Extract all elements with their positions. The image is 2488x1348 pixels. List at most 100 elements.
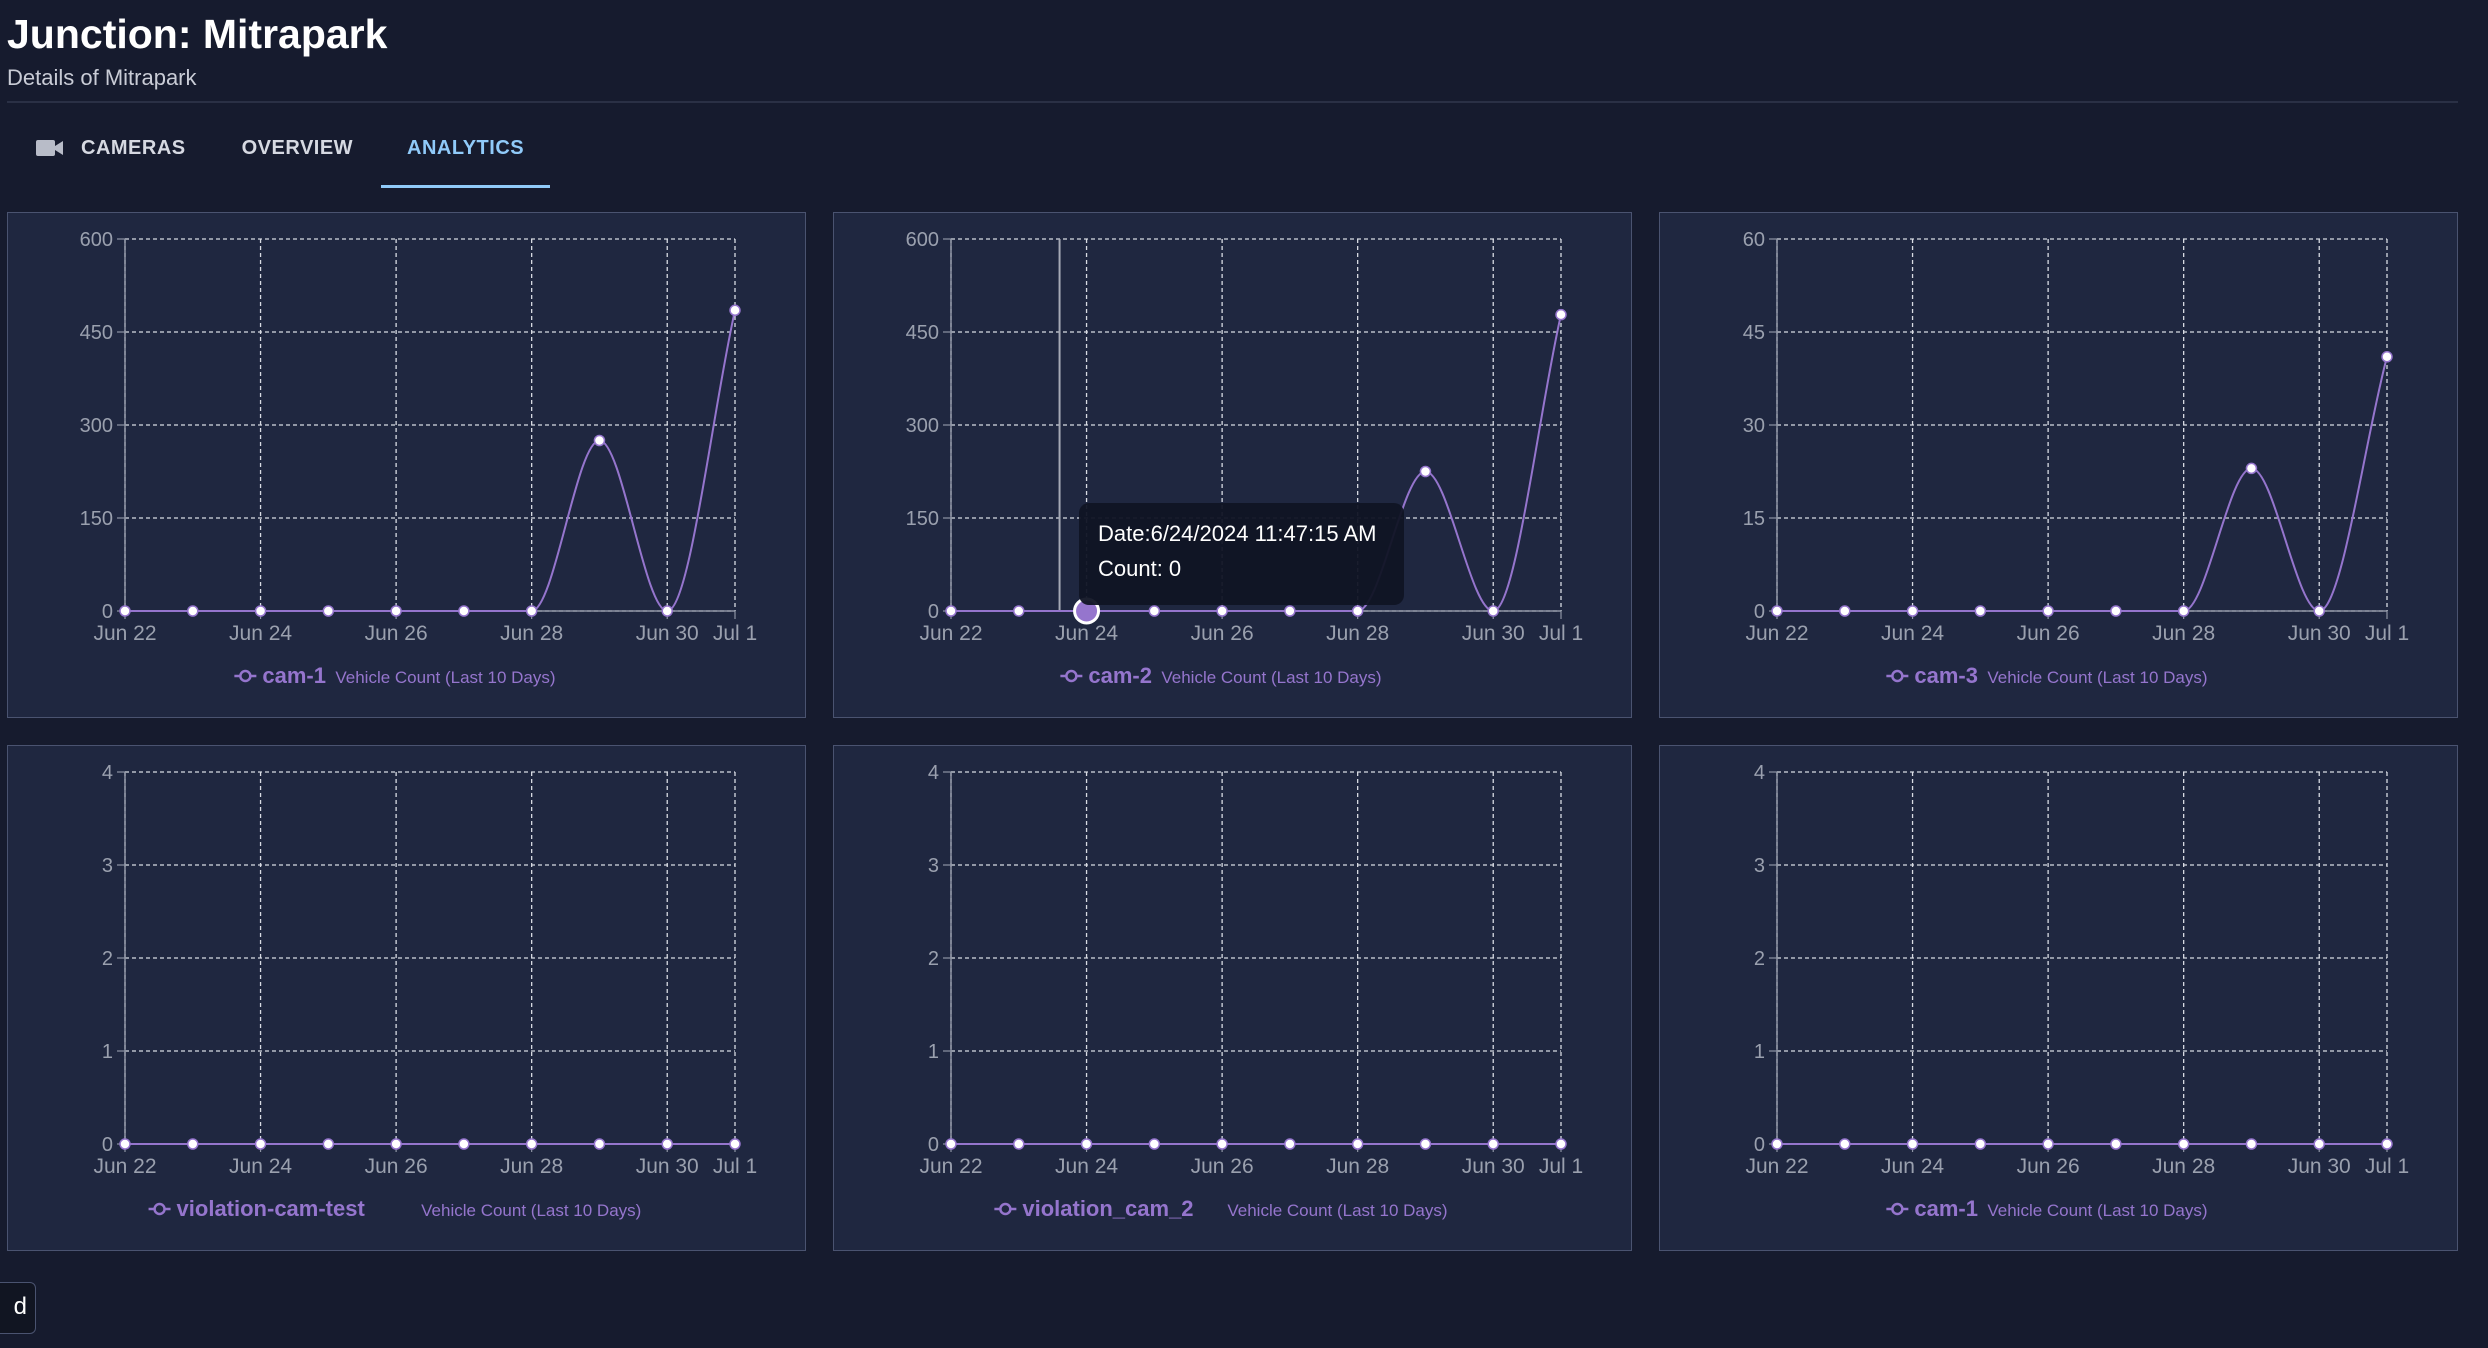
y-tick-label: 450	[906, 322, 939, 344]
videocam-icon	[35, 136, 65, 160]
line-chart[interactable]: 0 1 2 3 4 Jun 22 Jun 24 Jun 26 Jun 28 Jun 30 Jul 1…	[834, 746, 1630, 1249]
data-point[interactable]	[661, 1138, 673, 1150]
data-point[interactable]	[1555, 1138, 1567, 1150]
chart-legend[interactable]: violation_cam_2 Vehicle Count (Last 10 Da…	[994, 1196, 1448, 1221]
data-point[interactable]	[2381, 351, 2393, 363]
y-tick-label: 300	[80, 415, 113, 437]
data-point[interactable]	[1974, 1138, 1987, 1150]
data-point[interactable]	[2042, 1138, 2054, 1150]
data-point[interactable]	[2381, 1138, 2393, 1150]
data-point[interactable]	[458, 1138, 470, 1150]
data-point[interactable]	[1351, 1138, 1364, 1150]
data-point[interactable]	[1487, 605, 1499, 617]
tab-cameras[interactable]: CAMERAS	[7, 108, 214, 188]
legend-point-marker	[1891, 1202, 1904, 1216]
chart-legend[interactable]: violation-cam-test Vehicle Count (Last 10…	[148, 1196, 642, 1221]
chart-legend[interactable]: cam-2 Vehicle Count (Last 10 Days)	[1060, 663, 1382, 688]
data-point[interactable]	[322, 605, 335, 617]
chart-card: 0 1 2 3 4 Jun 22 Jun 24 Jun 26 Jun 28 Jun 30 Jul 1…	[7, 745, 806, 1251]
x-tick-label: Jul 1	[713, 1155, 757, 1178]
data-point[interactable]	[1284, 1138, 1296, 1150]
data-point[interactable]	[2245, 462, 2258, 475]
data-point[interactable]	[1974, 605, 1987, 617]
line-chart[interactable]: 0 1 2 3 4 Jun 22 Jun 24 Jun 26 Jun 28 Jun 30 Jul 1…	[1660, 746, 2456, 1249]
data-point[interactable]	[729, 304, 741, 317]
data-point[interactable]	[254, 1138, 267, 1150]
line-chart[interactable]: 0 15 30 45 60 Jun 22 Jun 24 Jun 26 Jun 28 Jun 30 J…	[1660, 213, 2456, 716]
x-tick-label: Jun 22	[919, 622, 982, 645]
tab-bar: CAMERAS OVERVIEW ANALYTICS	[7, 108, 551, 188]
tab-analytics[interactable]: ANALYTICS	[381, 108, 551, 188]
data-point[interactable]	[2313, 605, 2325, 617]
data-point[interactable]	[945, 605, 957, 617]
data-point[interactable]	[458, 605, 470, 617]
y-tick-label: 600	[906, 229, 939, 251]
data-point[interactable]	[1419, 1138, 1432, 1150]
data-point[interactable]	[593, 434, 606, 447]
x-tick-label: Jun 26	[1191, 622, 1254, 645]
data-point[interactable]	[729, 1138, 741, 1150]
tab-overview-label: OVERVIEW	[241, 136, 354, 159]
x-tick-label: Jun 22	[919, 1155, 982, 1178]
x-tick-label: Jun 24	[1055, 622, 1118, 645]
y-tick-label: 60	[1743, 229, 1765, 251]
data-point[interactable]	[593, 1138, 606, 1150]
legend-series-name: cam-2	[1088, 663, 1152, 688]
legend-series-suffix: Vehicle Count (Last 10 Days)	[1987, 668, 2207, 687]
data-point[interactable]	[1013, 605, 1025, 617]
data-point[interactable]	[1080, 1138, 1093, 1150]
data-point[interactable]	[1906, 605, 1919, 617]
page-header: Junction: Mitrapark Details of Mitrapark	[7, 8, 387, 92]
data-point[interactable]	[661, 605, 673, 617]
data-point[interactable]	[1284, 605, 1296, 617]
data-point[interactable]	[2177, 1138, 2190, 1150]
data-point[interactable]	[1419, 465, 1432, 478]
x-tick-label: Jun 26	[2017, 622, 2080, 645]
line-chart[interactable]: 0 150 300 450 600 Jun 22 Jun 24 Jun 26 Jun 28 Jun…	[834, 213, 1630, 716]
data-point[interactable]	[2110, 605, 2122, 617]
data-point[interactable]	[525, 1138, 538, 1150]
data-point[interactable]	[187, 605, 199, 617]
data-point[interactable]	[1487, 1138, 1499, 1150]
data-point[interactable]	[1839, 1138, 1851, 1150]
data-point[interactable]	[2042, 605, 2054, 617]
line-chart[interactable]: 0 1 2 3 4 Jun 22 Jun 24 Jun 26 Jun 28 Jun 30 Jul 1…	[8, 746, 804, 1249]
data-point[interactable]	[390, 1138, 402, 1150]
chart-legend[interactable]: cam-1 Vehicle Count (Last 10 Days)	[234, 663, 556, 688]
line-chart[interactable]: 0 150 300 450 600 Jun 22 Jun 24 Jun 26 Jun 28 Jun…	[8, 213, 804, 716]
partial-button[interactable]: d	[0, 1282, 36, 1334]
data-point[interactable]	[187, 1138, 199, 1150]
data-point[interactable]	[1771, 605, 1783, 617]
data-point[interactable]	[1013, 1138, 1025, 1150]
data-point[interactable]	[254, 605, 267, 617]
data-point[interactable]	[2313, 1138, 2325, 1150]
data-point[interactable]	[1148, 1138, 1161, 1150]
chart-card: 0 150 300 450 600 Jun 22 Jun 24 Jun 26 Jun 28 Jun…	[833, 212, 1632, 718]
data-point[interactable]	[1771, 1138, 1783, 1150]
tab-overview[interactable]: OVERVIEW	[214, 108, 381, 188]
y-tick-label: 4	[928, 762, 939, 784]
chart-legend[interactable]: cam-3 Vehicle Count (Last 10 Days)	[1886, 663, 2208, 688]
data-point[interactable]	[1906, 1138, 1919, 1150]
data-point[interactable]	[390, 605, 402, 617]
legend-series-name: cam-3	[1914, 663, 1978, 688]
data-point[interactable]	[1216, 605, 1228, 617]
data-point[interactable]	[2177, 605, 2190, 617]
legend-series-suffix: Vehicle Count (Last 10 Days)	[421, 1201, 641, 1220]
data-point[interactable]	[119, 1138, 131, 1150]
data-point[interactable]	[1351, 605, 1364, 617]
data-point[interactable]	[1839, 605, 1851, 617]
data-point[interactable]	[1216, 1138, 1228, 1150]
data-point[interactable]	[525, 605, 538, 617]
data-point[interactable]	[2110, 1138, 2122, 1150]
y-tick-label: 3	[102, 855, 113, 877]
data-point[interactable]	[2245, 1138, 2258, 1150]
y-tick-label: 150	[906, 508, 939, 530]
chart-legend[interactable]: cam-1 Vehicle Count (Last 10 Days)	[1886, 1196, 2208, 1221]
data-point[interactable]	[322, 1138, 335, 1150]
y-tick-label: 4	[1754, 762, 1765, 784]
data-point[interactable]	[1148, 605, 1161, 617]
data-point[interactable]	[119, 605, 131, 617]
data-point[interactable]	[945, 1138, 957, 1150]
data-point[interactable]	[1555, 308, 1567, 321]
